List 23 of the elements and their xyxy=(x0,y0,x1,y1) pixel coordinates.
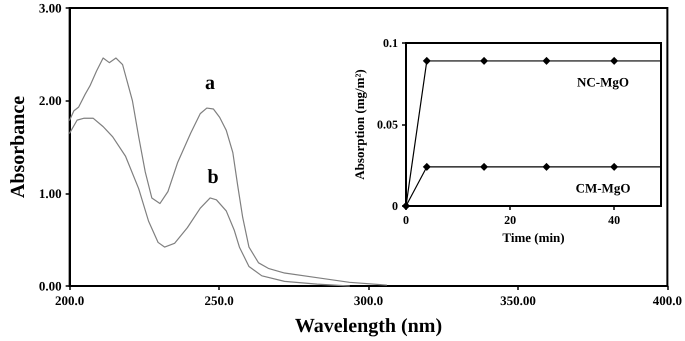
x-tick-label: 300.0 xyxy=(354,293,384,308)
y-axis-title: Absorbance xyxy=(7,96,29,198)
x-tick-label: 250.0 xyxy=(204,293,234,308)
x-axis-title: Wavelength (nm) xyxy=(294,315,442,337)
y-tick-label: 3.00 xyxy=(38,0,62,16)
x-tick-label: 20 xyxy=(504,213,516,227)
annotation: b xyxy=(207,166,219,188)
x-tick-label: 350.00 xyxy=(500,293,536,308)
y-tick-label: 2.00 xyxy=(38,93,62,108)
annotation: CM-MgO xyxy=(576,180,630,196)
annotation: NC-MgO xyxy=(577,74,629,90)
y-tick-label: 0.1 xyxy=(383,36,398,50)
annotation: a xyxy=(205,72,215,94)
y-tick-label: 1.00 xyxy=(38,186,62,201)
x-tick-label: 40 xyxy=(608,213,620,227)
x-tick-label: 0 xyxy=(403,213,409,227)
x-tick-label: 200.0 xyxy=(55,293,84,308)
y-tick-label: 0.05 xyxy=(377,118,398,132)
y-tick-label: 0 xyxy=(392,199,398,213)
y-tick-label: 0.00 xyxy=(38,278,62,294)
y-axis-title: Absorption (mg/m²) xyxy=(352,69,368,180)
x-tick-label: 400.0 xyxy=(652,293,682,308)
x-axis-title: Time (min) xyxy=(502,230,565,245)
